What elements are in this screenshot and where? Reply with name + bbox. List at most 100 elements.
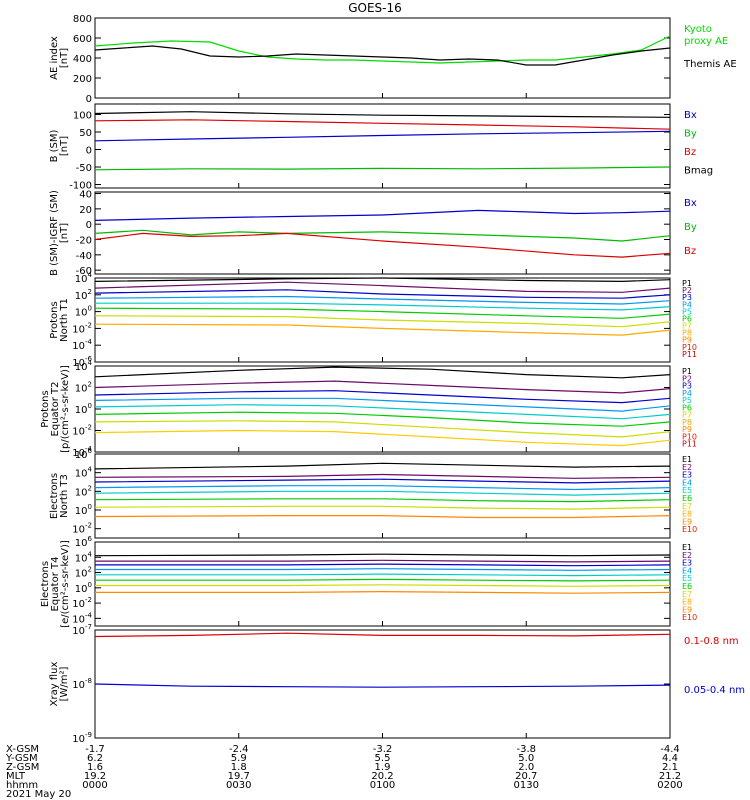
series-label: Bz [684,246,696,257]
series-line-kyoto-proxy-ae [94,35,671,64]
y-tick-label: 106 [75,535,93,549]
series-line-by [94,229,671,242]
series-line-p2 [94,281,671,293]
y-axis-label: AE index [49,36,60,80]
panel-frame [94,17,671,99]
y-tick-label: -40 [76,251,92,262]
x-axis-value: -2.4 [229,744,249,755]
series-line-e4 [95,568,671,571]
y-tick-label: 100 [73,111,92,122]
y-tick-label: 104 [75,466,93,480]
legend-entry-e3: E3 [682,471,692,480]
series-line-p5 [95,302,671,311]
x-axis-value: 0000 [82,780,107,791]
series-line-p3 [94,289,671,299]
legend-entry-p9: P9 [682,425,692,434]
legend-entry-p4: P4 [682,389,692,398]
y-tick-label: 102 [75,566,92,580]
x-axis-value: 1.8 [231,762,247,773]
series-line-e8 [95,590,671,594]
y-axis-label: B (SM) [49,129,60,162]
y-axis-label: [nT] [59,48,70,68]
y-axis-label: North T1 [59,298,70,342]
series-line-e7 [95,584,671,587]
y-axis-label: North T3 [59,474,70,518]
y-axis-label: Protons [49,301,60,338]
series-line-p5 [94,404,671,420]
x-axis-value: 4.4 [662,753,678,764]
series-line-bx [94,209,671,221]
series-line-bx [94,130,671,142]
x-axis-value: 0200 [657,780,682,791]
series-line-p4 [94,397,671,412]
y-tick-label: 40 [79,190,92,201]
series-line-p6 [94,307,671,319]
legend-entry-p8: P8 [682,329,692,338]
x-axis-value: 2.1 [662,762,678,773]
y-tick-label: 200 [73,74,92,85]
series-line-p1 [94,366,671,379]
legend-entry-p7: P7 [682,411,692,420]
y-tick-label: 600 [73,34,92,45]
x-axis-value: 20.2 [371,771,393,782]
y-tick-label: 100 [75,402,92,416]
legend-entry-p2: P2 [682,374,692,383]
legend-entry-e9: E9 [682,605,692,614]
series-line-e2 [94,473,671,479]
legend-entry-e10: E10 [682,613,697,622]
x-row-label: Y-GSM [5,753,38,764]
legend-entry-p1: P1 [682,367,692,376]
y-tick-label: 10-2 [72,522,92,536]
x-axis-value: -4.4 [660,744,680,755]
series-line-p7 [94,315,671,328]
x-axis-value: 21.2 [659,771,681,782]
y-tick-label: -100 [69,181,92,192]
series-line-e1 [94,553,671,557]
y-axis-label: [e/(cm²-s-sr-keV)] [60,540,71,628]
x-axis-value: 5.9 [231,753,247,764]
y-tick-label: 104 [75,271,93,285]
x-axis-value: 2.0 [518,762,534,773]
legend-entry-e2: E2 [682,463,692,472]
x-axis-value: -3.8 [516,744,536,755]
legend-entry-e10: E10 [682,525,697,534]
x-axis-value: 20.7 [515,771,537,782]
legend-entry-e5: E5 [682,574,692,583]
legend-entry-e4: E4 [682,566,692,575]
series-line-p1 [94,277,671,283]
x-axis-value: 1.9 [375,762,391,773]
y-tick-label: 100 [75,503,92,517]
series-line-e4 [94,485,671,491]
panel-xray_flux: 10-7 10-8 10-9 Xray flux [W/m²] 0.1-0.8 nm 0.0… [49,623,745,745]
series-line-p8 [94,323,671,336]
legend-entry-p5: P5 [682,396,692,405]
y-axis-label: [p/(cm²-s-sr-keV)] [60,365,71,453]
series-line-p6 [94,411,671,427]
series-line-by [94,166,671,171]
legend-entry-e6: E6 [682,494,692,503]
y-axis-label: B (SM)-IGRF (SM) [49,190,60,276]
legend-entry-p3: P3 [682,382,692,391]
y-tick-label: 50 [79,128,92,139]
series-label: Bx [684,198,697,209]
legend-entry-p2: P2 [682,286,692,295]
legend-entry-p6: P6 [682,403,692,412]
legend-entry-e2: E2 [682,551,692,560]
legend-entry-p6: P6 [682,314,692,323]
y-tick-label: 102 [75,288,92,302]
x-axis-value: 6.2 [87,753,103,764]
y-axis-label: Electrons [49,473,60,519]
y-tick-label: 100 [75,581,92,595]
legend-entry-e8: E8 [682,510,692,519]
y-tick-label: 100 [75,305,92,319]
series-line-p7 [94,420,671,438]
y-tick-label: 102 [75,381,92,395]
y-tick-label: -20 [76,236,92,247]
legend-entry-p9: P9 [682,336,692,345]
